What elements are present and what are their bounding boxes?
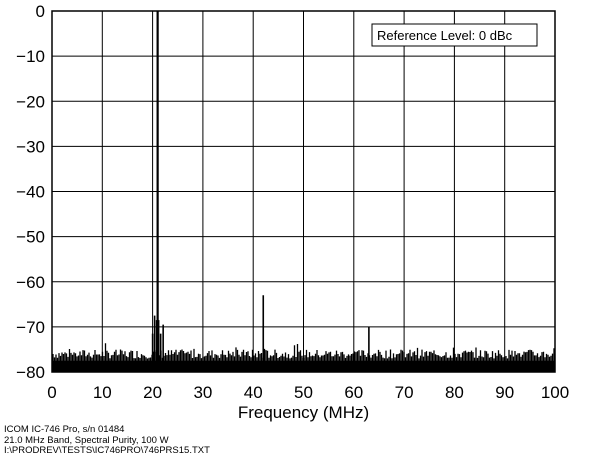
x-tick-label: 70	[395, 383, 414, 402]
y-tick-label: −70	[16, 318, 45, 337]
grid	[51, 10, 556, 373]
y-tick-label: −50	[16, 228, 45, 247]
y-tick-label: −40	[16, 183, 45, 202]
x-tick-label: 40	[244, 383, 263, 402]
x-tick-label: 100	[541, 383, 569, 402]
y-tick-label: −60	[16, 273, 45, 292]
x-tick-label: 10	[93, 383, 112, 402]
noise-floor-band	[52, 360, 555, 372]
x-tick-label: 90	[495, 383, 514, 402]
reference-level-label: Reference Level: 0 dBc	[377, 28, 513, 43]
y-tick-label: −80	[16, 363, 45, 382]
y-tick-label: −30	[16, 137, 45, 156]
y-tick-label: 0	[36, 2, 45, 21]
spectrum-trace	[52, 11, 555, 372]
x-tick-label: 80	[445, 383, 464, 402]
plot-frame	[51, 10, 556, 373]
footer-info: ICOM IC-746 Pro, s/n 01484 21.0 MHz Band…	[4, 424, 210, 457]
reference-level-box: Reference Level: 0 dBc	[371, 23, 538, 47]
x-tick-label: 30	[193, 383, 212, 402]
y-tick-label: −10	[16, 47, 45, 66]
spectrum-chart: 0 −10 −20 −30 −40 −50 −60 −70 −80 0 10 20 30 40 50 60 7…	[16, 2, 569, 422]
y-tick-labels: 0 −10 −20 −30 −40 −50 −60 −70 −80	[16, 2, 45, 382]
x-axis-title: Frequency (MHz)	[238, 403, 369, 422]
x-tick-labels: 0 10 20 30 40 50 60 70 80 90 100	[47, 383, 569, 402]
x-tick-label: 20	[143, 383, 162, 402]
x-tick-label: 50	[294, 383, 313, 402]
footer-line-device: ICOM IC-746 Pro, s/n 01484	[4, 424, 125, 435]
footer-line-test: 21.0 MHz Band, Spectral Purity, 100 W	[4, 434, 169, 446]
y-tick-label: −20	[16, 92, 45, 111]
x-tick-label: 0	[47, 383, 56, 402]
x-tick-label: 60	[344, 383, 363, 402]
footer-line-path: I:\PRODREV\TESTS\IC746PRO\746PRS15.TXT	[4, 445, 210, 456]
